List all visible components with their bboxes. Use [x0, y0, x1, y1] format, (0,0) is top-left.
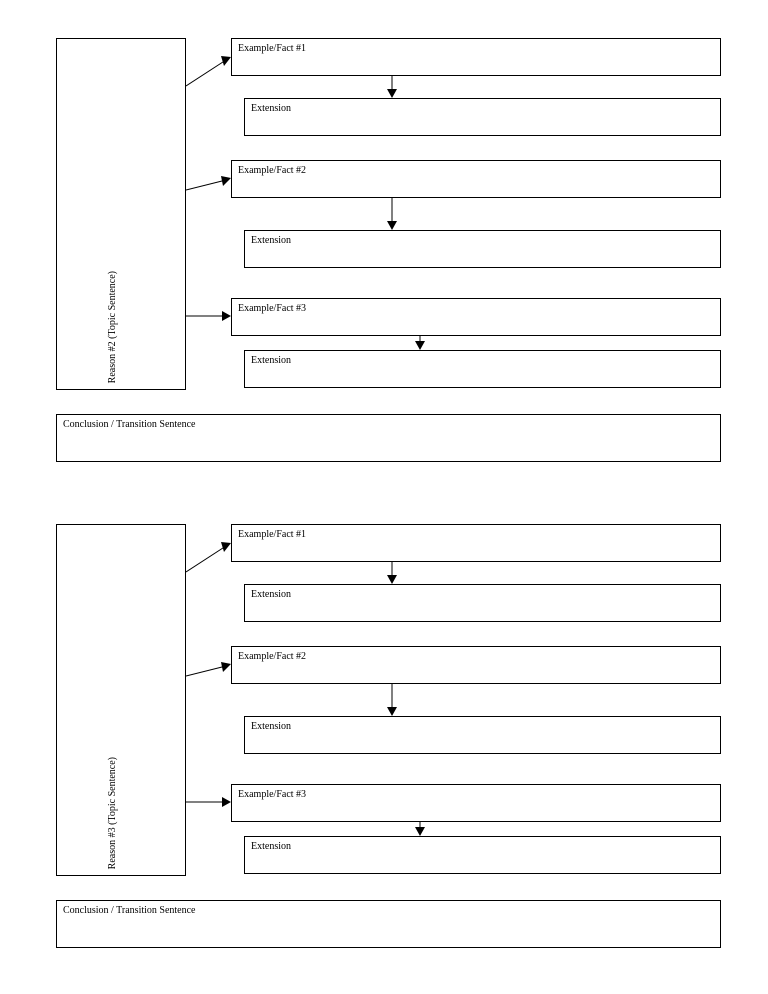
arrow-icon	[186, 794, 236, 810]
arrow-icon	[186, 50, 236, 90]
reason-label-3: Reason #3 (Topic Sentence)	[107, 757, 118, 869]
reason-box-3: Reason #3 (Topic Sentence)	[56, 524, 186, 876]
conclusion-label: Conclusion / Transition Sentence	[57, 415, 202, 434]
down-arrow-icon	[384, 684, 400, 718]
extension-box: Extension	[244, 716, 721, 754]
down-arrow-icon	[384, 76, 400, 100]
extension-label: Extension	[245, 231, 297, 250]
reason-box-2: Reason #2 (Topic Sentence)	[56, 38, 186, 390]
example-label: Example/Fact #1	[232, 39, 312, 58]
conclusion-label: Conclusion / Transition Sentence	[57, 901, 202, 920]
conclusion-box: Conclusion / Transition Sentence	[56, 900, 721, 948]
example-box: Example/Fact #1	[231, 38, 721, 76]
down-arrow-icon	[384, 562, 400, 586]
arrow-icon	[186, 658, 236, 680]
example-label: Example/Fact #1	[232, 525, 312, 544]
extension-label: Extension	[245, 717, 297, 736]
example-box: Example/Fact #1	[231, 524, 721, 562]
example-label: Example/Fact #3	[232, 299, 312, 318]
extension-label: Extension	[245, 99, 297, 118]
extension-label: Extension	[245, 351, 297, 370]
example-label: Example/Fact #2	[232, 647, 312, 666]
arrow-icon	[186, 536, 236, 576]
essay-outline-diagram: Reason #2 (Topic Sentence) Example/Fact …	[0, 0, 768, 994]
example-box: Example/Fact #2	[231, 160, 721, 198]
example-box: Example/Fact #3	[231, 298, 721, 336]
reason-label-2: Reason #2 (Topic Sentence)	[107, 271, 118, 383]
extension-box: Extension	[244, 836, 721, 874]
extension-box: Extension	[244, 350, 721, 388]
arrow-icon	[186, 308, 236, 324]
extension-box: Extension	[244, 230, 721, 268]
conclusion-box: Conclusion / Transition Sentence	[56, 414, 721, 462]
down-arrow-icon	[384, 198, 400, 232]
extension-label: Extension	[245, 837, 297, 856]
extension-box: Extension	[244, 98, 721, 136]
example-label: Example/Fact #3	[232, 785, 312, 804]
arrow-icon	[186, 172, 236, 194]
example-label: Example/Fact #2	[232, 161, 312, 180]
extension-label: Extension	[245, 585, 297, 604]
example-box: Example/Fact #2	[231, 646, 721, 684]
extension-box: Extension	[244, 584, 721, 622]
example-box: Example/Fact #3	[231, 784, 721, 822]
